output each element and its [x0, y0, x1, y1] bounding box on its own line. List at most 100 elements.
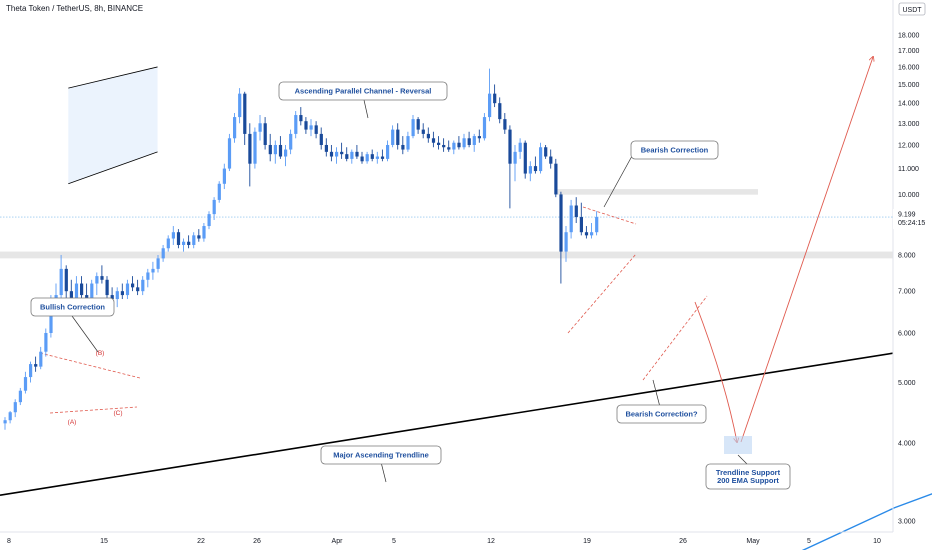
- major-trendline: [0, 352, 894, 496]
- candle-body: [197, 235, 201, 239]
- price-tick-label: 16.000: [898, 64, 920, 71]
- candle: [141, 276, 145, 296]
- candle-body: [426, 133, 430, 139]
- candle-body: [131, 283, 135, 288]
- candle-body: [29, 364, 33, 378]
- candle: [528, 161, 532, 182]
- candle-body: [309, 125, 313, 130]
- candle-body: [253, 131, 257, 164]
- currency-badge-label: USDT: [902, 7, 922, 14]
- candle-body: [284, 149, 288, 157]
- candle-body: [518, 142, 522, 152]
- candle-body: [90, 283, 94, 304]
- candle-body: [248, 133, 252, 164]
- bullish-correction-callout-frame: [30, 297, 115, 317]
- candle: [421, 123, 425, 139]
- candle: [319, 127, 323, 150]
- candle: [8, 411, 12, 424]
- candle-body: [151, 268, 155, 273]
- candle-body: [34, 364, 38, 367]
- candle-body: [329, 151, 334, 157]
- candle-body: [217, 183, 221, 200]
- price-tick-label: 7.000: [898, 289, 916, 296]
- candle: [202, 223, 206, 242]
- candle: [411, 115, 415, 139]
- wedge-upper-line: [582, 206, 637, 225]
- time-tick-label: 26: [679, 538, 687, 545]
- candle-body: [278, 144, 283, 157]
- candle-body: [345, 154, 349, 159]
- candle: [115, 287, 119, 308]
- last-price-tag: 9.199 05:24:15: [893, 209, 932, 230]
- support-callout-label: Trendline Support: [716, 468, 781, 477]
- bullish-correction-callout-label: Bullish Correction: [40, 303, 105, 312]
- candle-body: [482, 117, 487, 139]
- candle-body: [590, 232, 594, 236]
- candle: [340, 142, 344, 159]
- candle-body: [539, 147, 543, 172]
- candle: [360, 151, 364, 164]
- candle-body: [222, 168, 226, 184]
- candle: [263, 117, 267, 150]
- candle-body: [64, 268, 68, 292]
- candle-body: [360, 156, 364, 162]
- candle: [161, 244, 165, 262]
- price-tick-labels: 18.000 17.000 16.000 15.000 14.000 13.000 12.0…: [898, 33, 920, 526]
- candle: [294, 111, 298, 139]
- trendline-callout-frame: [320, 445, 442, 465]
- candle-body: [161, 248, 165, 259]
- candle-body: [467, 138, 471, 145]
- candle-body: [574, 205, 578, 218]
- candle-body: [105, 279, 109, 296]
- candle-body: [227, 138, 232, 169]
- support-zone: [0, 251, 893, 259]
- candle-body: [523, 142, 527, 174]
- candle: [462, 133, 466, 150]
- candle-body: [233, 117, 237, 139]
- candle: [595, 211, 599, 236]
- bearish-correction-callout-label: Bearish Correction: [641, 146, 709, 155]
- candle-body: [273, 144, 277, 155]
- candle: [176, 229, 181, 249]
- candle-body: [74, 283, 79, 308]
- candle-body: [569, 205, 573, 233]
- candle: [590, 223, 594, 239]
- candle-body: [579, 217, 583, 233]
- candle-body: [488, 93, 492, 118]
- candle: [34, 356, 38, 372]
- price-tick-label: 8.000: [898, 252, 916, 259]
- candle: [192, 232, 196, 249]
- candle: [442, 138, 446, 152]
- candle-body: [564, 232, 568, 252]
- candle-body: [549, 156, 553, 164]
- candle: [146, 268, 150, 288]
- candle-body: [3, 420, 7, 424]
- candle: [278, 136, 283, 159]
- channel-callout-connector: [363, 99, 369, 119]
- candle-body: [95, 276, 99, 284]
- bearish-correction-callout-frame: [630, 140, 719, 160]
- channel-callout: Ascending Parallel Channel - Reversal: [278, 81, 448, 101]
- candle: [59, 254, 63, 304]
- time-axis[interactable]: 8 15 22 26 Apr 5 12 19 26 May 5 10: [0, 531, 893, 545]
- price-tick-label: 12.000: [898, 142, 920, 149]
- candle: [401, 136, 405, 155]
- candle: [579, 202, 583, 236]
- candle: [488, 68, 492, 122]
- candle-body: [171, 232, 175, 239]
- support-callout-label: 200 EMA Support: [717, 476, 779, 485]
- price-axis[interactable]: 18.000 17.000 16.000 15.000 14.000 13.000 12.0…: [892, 0, 926, 532]
- candle: [503, 113, 507, 134]
- resistance-zone: [555, 189, 758, 195]
- candle-body: [289, 133, 293, 150]
- bearish-q-callout-connector: [652, 379, 661, 408]
- candle-body: [350, 151, 354, 159]
- candle: [508, 125, 512, 209]
- candle-body: [324, 144, 328, 152]
- candle: [406, 131, 410, 152]
- candle: [523, 140, 527, 179]
- candle-body: [110, 295, 114, 300]
- candle: [3, 417, 7, 430]
- candle: [253, 127, 257, 169]
